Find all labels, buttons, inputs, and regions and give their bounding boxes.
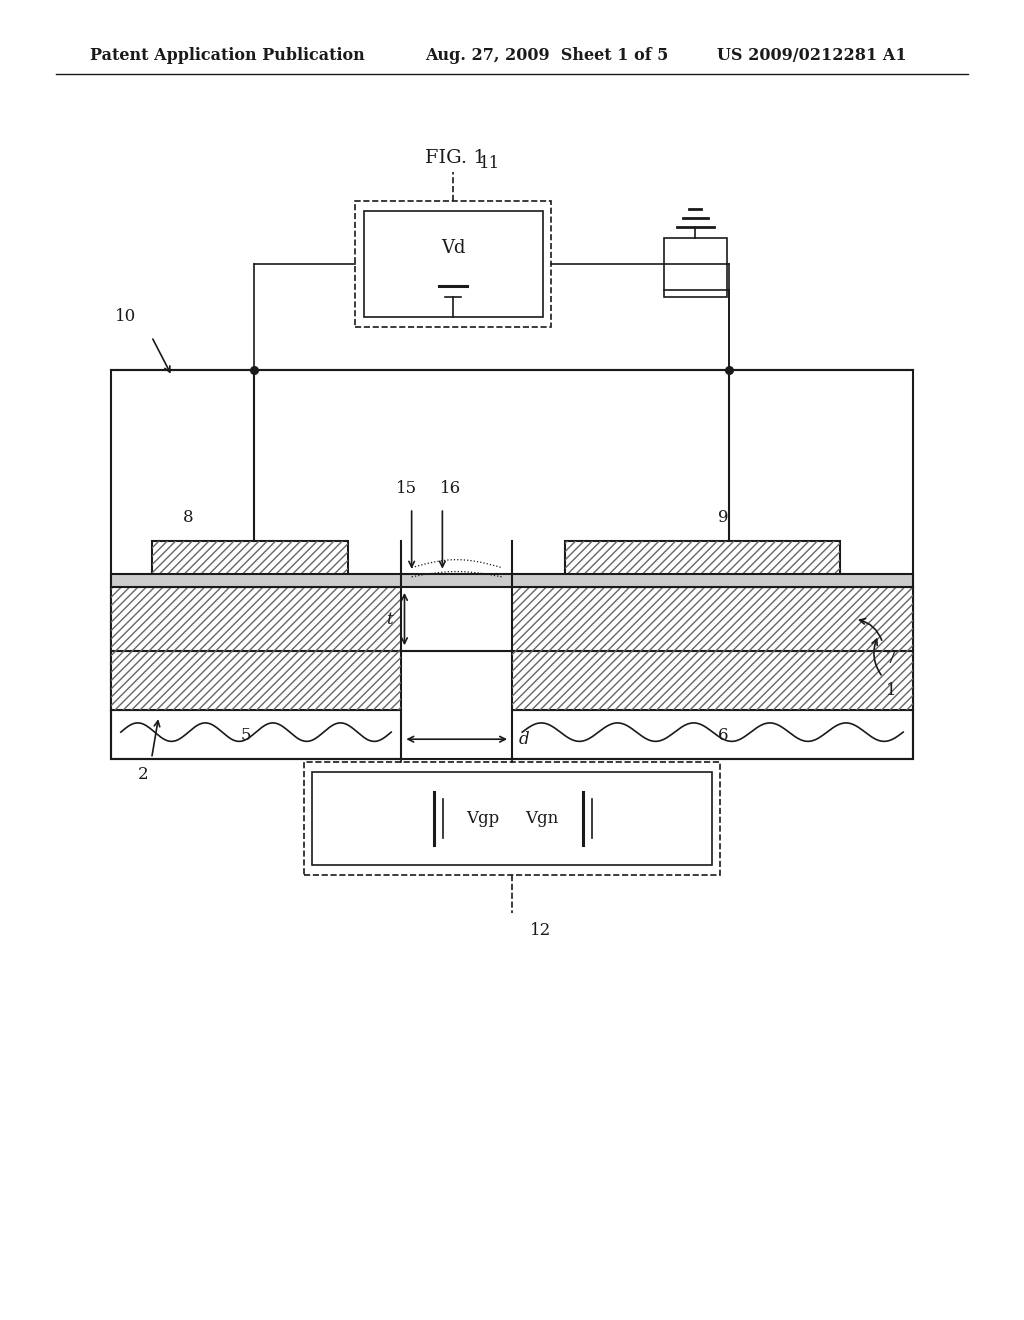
Text: t: t bbox=[386, 611, 392, 627]
Text: 7: 7 bbox=[886, 651, 896, 667]
Bar bbox=[364, 211, 543, 317]
Bar bbox=[512, 710, 913, 759]
Text: Vgn: Vgn bbox=[525, 810, 558, 826]
Bar bbox=[111, 587, 913, 651]
Text: 8: 8 bbox=[183, 510, 194, 525]
Bar bbox=[111, 574, 913, 587]
Text: 2: 2 bbox=[138, 766, 148, 783]
Text: 16: 16 bbox=[440, 480, 461, 496]
Text: Aug. 27, 2009  Sheet 1 of 5: Aug. 27, 2009 Sheet 1 of 5 bbox=[425, 48, 669, 63]
Bar bbox=[111, 651, 401, 710]
Bar bbox=[111, 370, 913, 759]
Bar bbox=[401, 541, 512, 651]
Bar bbox=[512, 651, 913, 710]
Text: 5: 5 bbox=[241, 727, 251, 743]
Bar bbox=[304, 762, 720, 875]
Text: 6: 6 bbox=[718, 727, 728, 743]
Text: Patent Application Publication: Patent Application Publication bbox=[90, 48, 365, 63]
Bar bbox=[512, 651, 913, 710]
Text: 12: 12 bbox=[530, 923, 552, 939]
Bar bbox=[664, 238, 727, 297]
Bar bbox=[565, 541, 840, 587]
Text: d: d bbox=[519, 731, 529, 747]
Text: Vd: Vd bbox=[441, 239, 465, 257]
Bar bbox=[152, 541, 348, 587]
Bar bbox=[111, 651, 401, 710]
Text: US 2009/0212281 A1: US 2009/0212281 A1 bbox=[717, 48, 906, 63]
Text: FIG. 1: FIG. 1 bbox=[425, 149, 486, 168]
Bar bbox=[111, 710, 401, 759]
Bar bbox=[312, 772, 712, 865]
Text: 1: 1 bbox=[886, 682, 896, 698]
Text: 11: 11 bbox=[479, 156, 500, 172]
Bar bbox=[111, 587, 913, 651]
Bar bbox=[152, 541, 348, 587]
Bar bbox=[565, 541, 840, 587]
Text: 10: 10 bbox=[116, 309, 136, 325]
Text: Vgp: Vgp bbox=[466, 810, 499, 826]
Text: 15: 15 bbox=[396, 480, 417, 496]
Text: 9: 9 bbox=[718, 510, 728, 525]
Bar bbox=[355, 201, 551, 327]
